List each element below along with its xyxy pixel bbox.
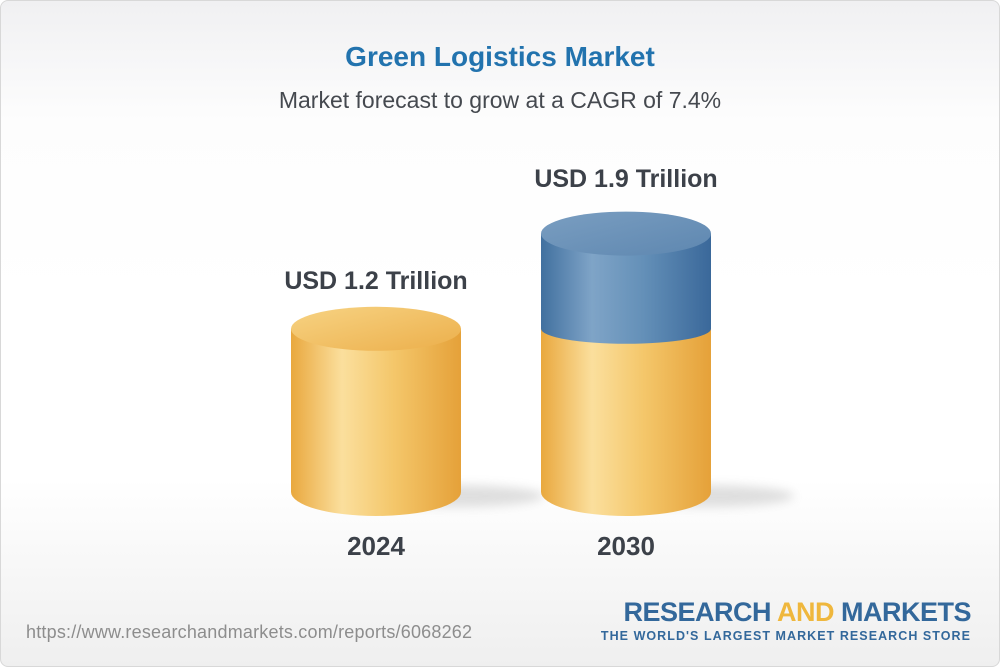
bar-2030-segment-base — [541, 328, 711, 516]
x-axis-label-2024: 2024 — [347, 531, 405, 561]
logo-tagline: THE WORLD'S LARGEST MARKET RESEARCH STOR… — [600, 629, 971, 644]
bar-2030-cylinder — [541, 211, 794, 516]
bar-2030-top-cap — [541, 211, 711, 256]
value-label-2024: USD 1.2 Trillion — [284, 267, 468, 295]
report-url: https://www.researchandmarkets.com/repor… — [26, 622, 473, 642]
logo-research: RESEARCH — [623, 597, 771, 627]
bar-2024-top-cap — [291, 306, 461, 351]
bar-2024-segment-base — [291, 328, 461, 516]
logo-wordmark: RESEARCH AND MARKETS — [601, 598, 971, 626]
value-label-2030: USD 1.9 Trillion — [534, 165, 718, 193]
bar-2024-cylinder — [291, 306, 544, 516]
page-title: Green Logistics Market — [345, 41, 655, 72]
logo-markets: MARKETS — [841, 597, 972, 627]
logo-and: AND — [776, 597, 835, 627]
x-axis-label-2030: 2030 — [597, 531, 655, 561]
bar-2030-segment-growth — [541, 233, 711, 344]
research-and-markets-logo: RESEARCH AND MARKETS THE WORLD'S LARGEST… — [600, 598, 972, 644]
page-subtitle: Market forecast to grow at a CAGR of 7.4… — [278, 87, 722, 113]
